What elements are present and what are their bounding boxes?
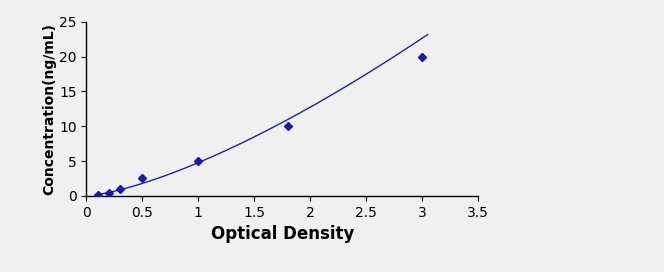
Y-axis label: Concentration(ng/mL): Concentration(ng/mL) xyxy=(42,23,56,195)
X-axis label: Optical Density: Optical Density xyxy=(210,225,354,243)
